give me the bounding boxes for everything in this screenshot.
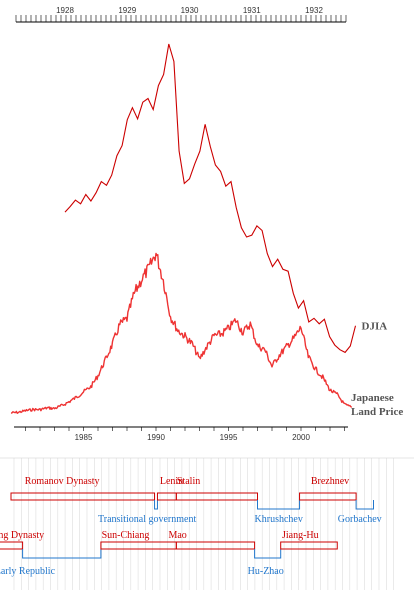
- period-jiang-hu: [280, 541, 338, 550]
- period-brezhnev: [299, 492, 357, 501]
- bottom-axis-label-1995: 1995: [220, 433, 238, 442]
- period-transitional-government: [154, 500, 158, 510]
- regime-timeline: Romanov Dynasty Transitional government Le…: [0, 457, 414, 590]
- land-price-label-line2: Land Price: [351, 406, 403, 418]
- top-axis-label-1931: 1931: [243, 6, 261, 15]
- top-axis-label-1932: 1932: [305, 6, 323, 15]
- period-khrushchev: [257, 500, 301, 510]
- djia-series: DJIA: [64, 43, 388, 354]
- period-label-qing-dynasty: Qing Dynasty: [0, 530, 44, 541]
- djia-line: [64, 43, 357, 354]
- bottom-axis-label-2000: 2000: [292, 433, 310, 442]
- bottom-axis-label-1990: 1990: [147, 433, 165, 442]
- djia-series-label: DJIA: [362, 321, 388, 333]
- period-label-gorbachev: Gorbachev: [338, 514, 382, 525]
- top-axis-label-1928: 1928: [56, 6, 74, 15]
- period-sun-chiang: [100, 541, 177, 550]
- land-price-label-line1: Japanese: [351, 392, 394, 404]
- period-hu-zhao: [254, 549, 282, 559]
- land-price-series: Japanese Land Price: [10, 252, 403, 418]
- period-label-transitional-government: Transitional government: [98, 514, 196, 525]
- period-label-mao: Mao: [168, 530, 186, 541]
- land-price-line: [10, 252, 353, 414]
- period-mao: [175, 541, 256, 550]
- top-time-axis: 1928 1929 1930 1931 1932: [15, 6, 347, 23]
- period-qing-dynasty: [0, 541, 24, 550]
- period-romanov-dynasty: [10, 492, 156, 501]
- period-label-brezhnev: Brezhnev: [311, 476, 349, 487]
- period-gorbachev: [355, 500, 374, 510]
- period-label-lenin: Lenin: [160, 476, 183, 487]
- bottom-axis-label-1985: 1985: [75, 433, 93, 442]
- top-axis-label-1930: 1930: [181, 6, 199, 15]
- period-stalin: [175, 492, 258, 501]
- period-label-sun-chiang: Sun-Chiang: [102, 530, 150, 541]
- period-early-republic: [22, 549, 102, 559]
- period-label-hu-zhao: Hu-Zhao: [248, 566, 284, 577]
- period-label-khrushchev: Khrushchev: [255, 514, 303, 525]
- bottom-time-axis: 1985 1990 1995 2000: [14, 426, 348, 442]
- period-label-romanov-dynasty: Romanov Dynasty: [25, 476, 100, 487]
- period-label-early-republic: Early Republic: [0, 566, 56, 577]
- period-label-stalin: Stalin: [177, 476, 200, 487]
- top-axis-label-1929: 1929: [118, 6, 136, 15]
- period-label-jiang-hu: Jiang-Hu: [282, 530, 319, 541]
